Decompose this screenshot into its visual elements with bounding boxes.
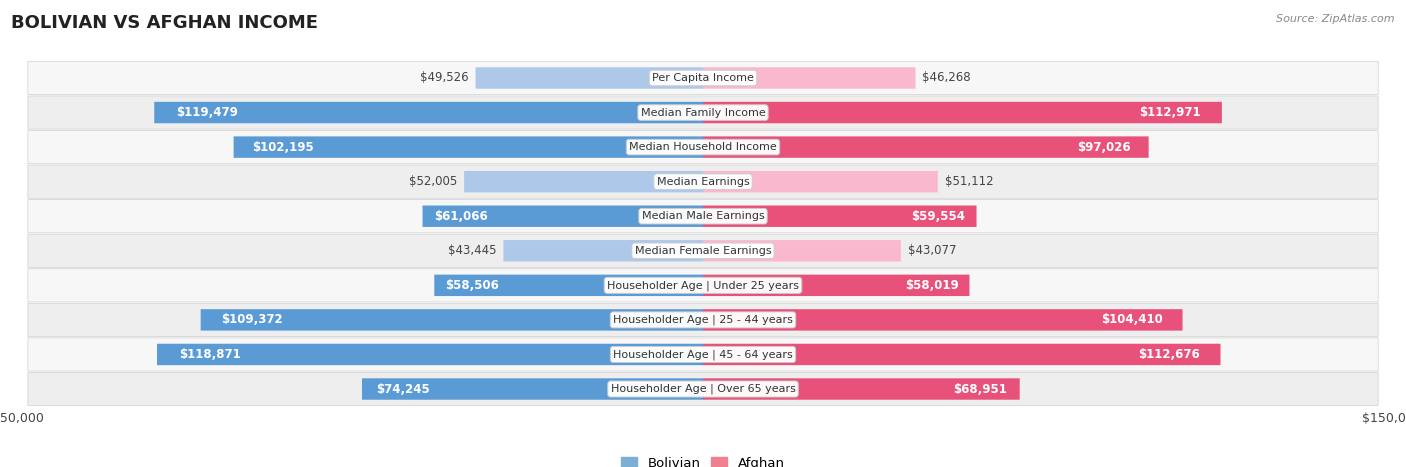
Text: $112,971: $112,971 xyxy=(1139,106,1201,119)
Text: Householder Age | Under 25 years: Householder Age | Under 25 years xyxy=(607,280,799,290)
FancyBboxPatch shape xyxy=(703,240,901,262)
FancyBboxPatch shape xyxy=(703,136,1149,158)
FancyBboxPatch shape xyxy=(28,269,1378,302)
Text: Median Household Income: Median Household Income xyxy=(628,142,778,152)
Text: $109,372: $109,372 xyxy=(221,313,283,326)
FancyBboxPatch shape xyxy=(157,344,703,365)
FancyBboxPatch shape xyxy=(503,240,703,262)
Text: $59,554: $59,554 xyxy=(911,210,966,223)
Text: BOLIVIAN VS AFGHAN INCOME: BOLIVIAN VS AFGHAN INCOME xyxy=(11,14,318,32)
Text: $43,445: $43,445 xyxy=(449,244,496,257)
FancyBboxPatch shape xyxy=(28,96,1378,129)
Text: Householder Age | 45 - 64 years: Householder Age | 45 - 64 years xyxy=(613,349,793,360)
Text: Median Family Income: Median Family Income xyxy=(641,107,765,118)
FancyBboxPatch shape xyxy=(423,205,703,227)
FancyBboxPatch shape xyxy=(28,130,1378,164)
Text: Source: ZipAtlas.com: Source: ZipAtlas.com xyxy=(1277,14,1395,24)
FancyBboxPatch shape xyxy=(434,275,703,296)
Text: $58,506: $58,506 xyxy=(446,279,499,292)
Text: $52,005: $52,005 xyxy=(409,175,457,188)
FancyBboxPatch shape xyxy=(703,309,1182,331)
FancyBboxPatch shape xyxy=(464,171,703,192)
FancyBboxPatch shape xyxy=(28,234,1378,268)
Text: Median Female Earnings: Median Female Earnings xyxy=(634,246,772,256)
Text: $46,268: $46,268 xyxy=(922,71,972,85)
Text: $118,871: $118,871 xyxy=(179,348,240,361)
Text: Householder Age | 25 - 44 years: Householder Age | 25 - 44 years xyxy=(613,315,793,325)
Text: $43,077: $43,077 xyxy=(908,244,956,257)
Text: $51,112: $51,112 xyxy=(945,175,993,188)
Text: Per Capita Income: Per Capita Income xyxy=(652,73,754,83)
FancyBboxPatch shape xyxy=(233,136,703,158)
Text: $49,526: $49,526 xyxy=(420,71,468,85)
Text: $102,195: $102,195 xyxy=(253,141,314,154)
FancyBboxPatch shape xyxy=(28,61,1378,95)
Text: $112,676: $112,676 xyxy=(1137,348,1199,361)
FancyBboxPatch shape xyxy=(703,171,938,192)
Text: $104,410: $104,410 xyxy=(1102,313,1163,326)
FancyBboxPatch shape xyxy=(703,205,977,227)
FancyBboxPatch shape xyxy=(28,199,1378,233)
Text: $68,951: $68,951 xyxy=(953,382,1007,396)
FancyBboxPatch shape xyxy=(703,344,1220,365)
FancyBboxPatch shape xyxy=(703,378,1019,400)
FancyBboxPatch shape xyxy=(703,67,915,89)
FancyBboxPatch shape xyxy=(201,309,703,331)
FancyBboxPatch shape xyxy=(475,67,703,89)
FancyBboxPatch shape xyxy=(28,303,1378,337)
FancyBboxPatch shape xyxy=(155,102,703,123)
FancyBboxPatch shape xyxy=(28,165,1378,198)
Text: Median Earnings: Median Earnings xyxy=(657,177,749,187)
Legend: Bolivian, Afghan: Bolivian, Afghan xyxy=(616,452,790,467)
FancyBboxPatch shape xyxy=(28,338,1378,371)
FancyBboxPatch shape xyxy=(703,102,1222,123)
Text: $97,026: $97,026 xyxy=(1077,141,1130,154)
Text: $74,245: $74,245 xyxy=(375,382,429,396)
Text: $61,066: $61,066 xyxy=(433,210,488,223)
Text: Householder Age | Over 65 years: Householder Age | Over 65 years xyxy=(610,384,796,394)
Text: Median Male Earnings: Median Male Earnings xyxy=(641,211,765,221)
FancyBboxPatch shape xyxy=(361,378,703,400)
Text: $58,019: $58,019 xyxy=(905,279,959,292)
FancyBboxPatch shape xyxy=(28,372,1378,406)
Text: $119,479: $119,479 xyxy=(176,106,238,119)
FancyBboxPatch shape xyxy=(703,275,970,296)
